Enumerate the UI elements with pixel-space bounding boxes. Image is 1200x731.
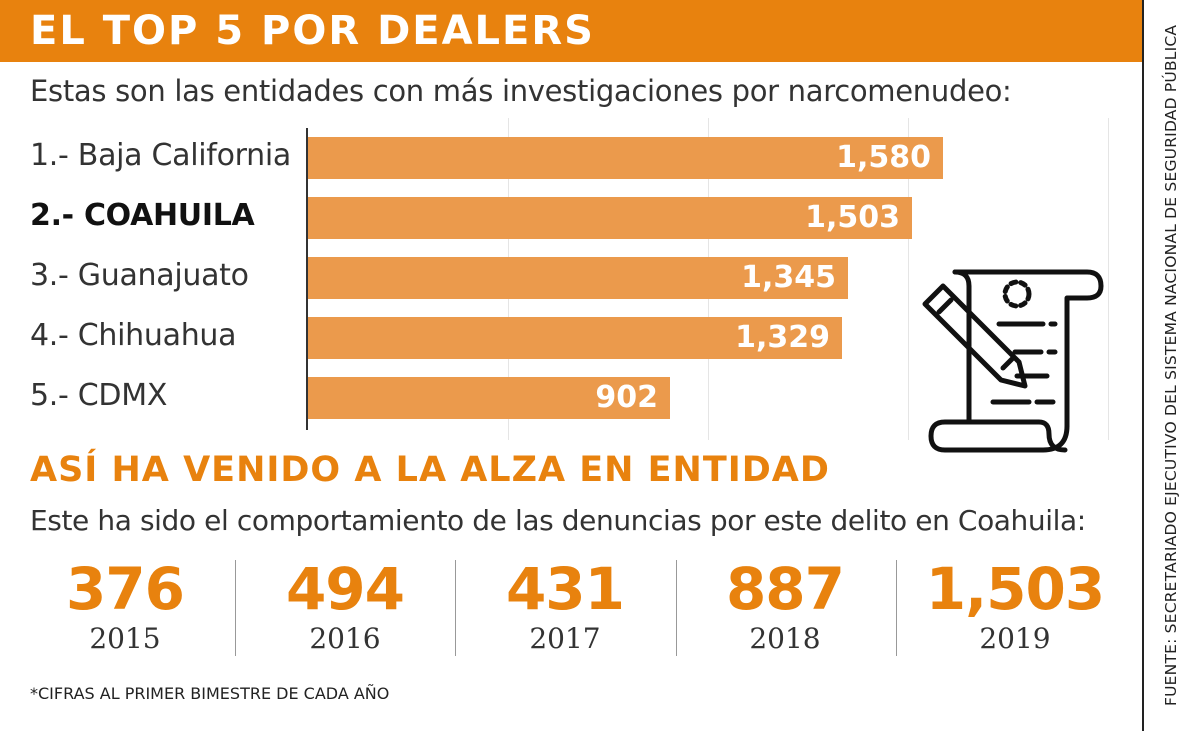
year-2019: 1,503 2019 (900, 556, 1130, 662)
year-label: 2018 (749, 622, 821, 655)
year-label: 2016 (309, 622, 381, 655)
year-value: 1,503 (925, 555, 1105, 623)
bar: 1,503 (308, 197, 912, 239)
divider (676, 560, 677, 656)
bar-value-label: 1,329 (735, 320, 830, 355)
bar-label: 4.- Chihuahua (30, 318, 237, 353)
year-label: 2017 (529, 622, 601, 655)
bar-value-label: 1,580 (836, 140, 931, 175)
bar: 1,580 (308, 137, 943, 179)
bar-value-label: 1,503 (805, 200, 900, 235)
footnote: *CIFRAS AL PRIMER BIMESTRE DE CADA AÑO (30, 684, 390, 703)
bar-label: 3.- Guanajuato (30, 258, 249, 293)
year-value: 431 (505, 555, 625, 623)
source-divider (1142, 0, 1144, 731)
document-with-pen-icon (922, 269, 1104, 453)
divider (896, 560, 897, 656)
divider (455, 560, 456, 656)
bar-label: 5.- CDMX (30, 378, 168, 413)
yearly-figures: 376 2015 494 2016 431 2017 887 2018 1,50… (20, 556, 1130, 662)
year-value: 376 (65, 555, 185, 623)
bar-chart: 1.- Baja California 1,580 2.- COAHUILA 1,50… (0, 118, 1142, 448)
chart-title: EL TOP 5 POR DEALERS (30, 8, 595, 54)
year-value: 494 (285, 555, 405, 623)
bar-value-label: 902 (595, 380, 658, 415)
section-subtitle: Este ha sido el comportamiento de las de… (30, 504, 1086, 537)
year-label: 2015 (89, 622, 161, 655)
divider (235, 560, 236, 656)
year-2015: 376 2015 (20, 556, 230, 662)
header-bar: EL TOP 5 POR DEALERS (0, 0, 1142, 62)
year-label: 2019 (979, 622, 1051, 655)
bar: 902 (308, 377, 670, 419)
year-2018: 887 2018 (680, 556, 890, 662)
y-axis-line (306, 128, 308, 430)
year-2016: 494 2016 (240, 556, 450, 662)
year-2017: 431 2017 (460, 556, 670, 662)
grid-line (908, 118, 909, 440)
year-value: 887 (725, 555, 845, 623)
bar-label: 2.- COAHUILA (30, 198, 255, 233)
bar-label: 1.- Baja California (30, 138, 291, 173)
source-credit: FUENTE: SECRETARIADO EJECUTIVO DEL SISTE… (1162, 24, 1180, 706)
chart-subtitle: Estas son las entidades con más investig… (30, 74, 1012, 108)
bar-value-label: 1,345 (741, 260, 836, 295)
bar: 1,345 (308, 257, 848, 299)
bar: 1,329 (308, 317, 842, 359)
grid-line (1108, 118, 1109, 440)
section-title: ASÍ HA VENIDO A LA ALZA EN ENTIDAD (30, 450, 830, 490)
